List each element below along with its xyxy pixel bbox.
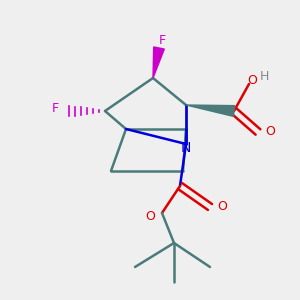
Text: O: O	[265, 125, 275, 139]
Text: O: O	[145, 209, 155, 223]
Text: F: F	[52, 101, 59, 115]
Text: F: F	[158, 34, 166, 47]
Text: H: H	[259, 70, 269, 83]
Polygon shape	[186, 105, 235, 116]
Text: O: O	[247, 74, 257, 88]
Text: N: N	[181, 142, 191, 155]
Text: O: O	[217, 200, 227, 214]
Polygon shape	[153, 47, 164, 78]
